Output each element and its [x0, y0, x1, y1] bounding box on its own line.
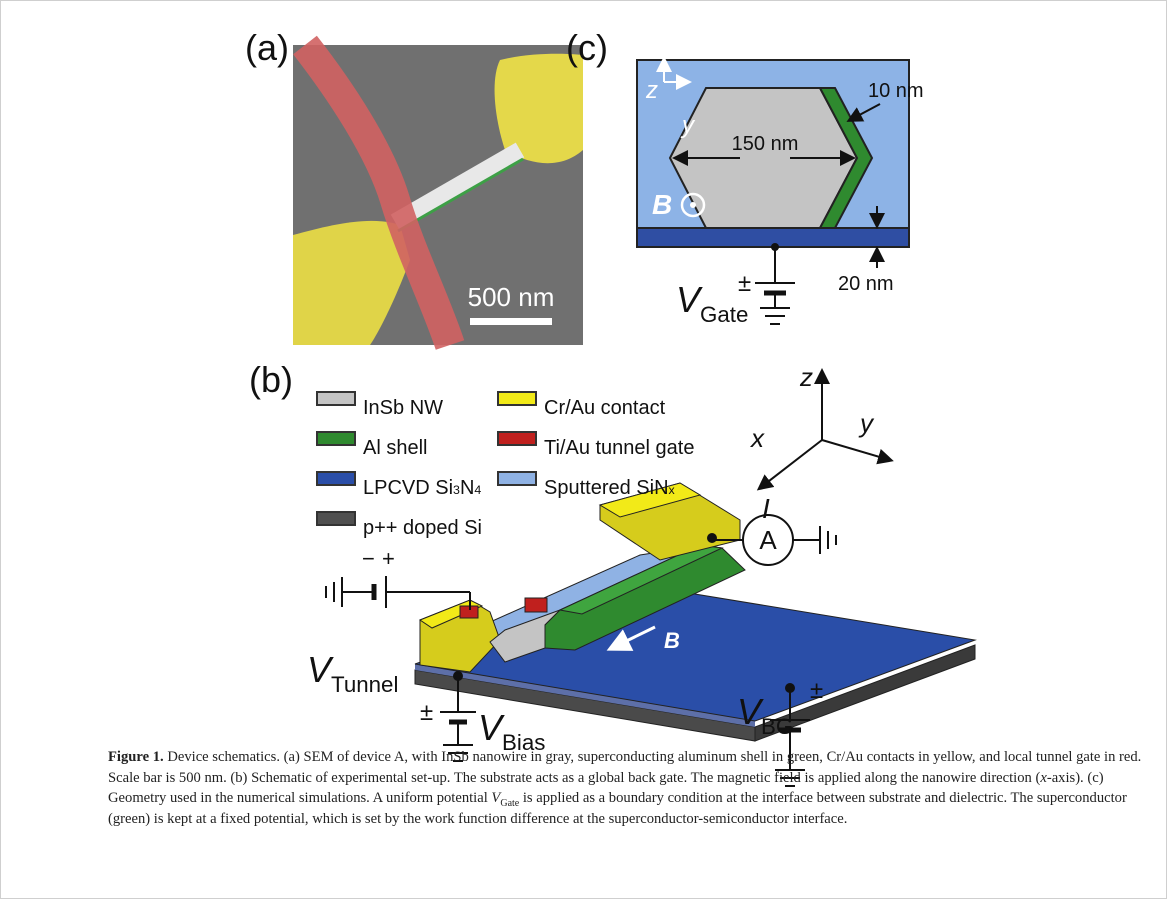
axis-label: z [645, 77, 658, 104]
legend-label: p++ doped Si [363, 517, 482, 539]
caption-italic: V [491, 790, 500, 806]
dimension-label: 10 nm [868, 80, 924, 102]
axis-label: x [749, 423, 765, 453]
axis-label: y [680, 112, 696, 139]
polarity-label: ± [810, 677, 823, 704]
current-label: I [762, 493, 770, 524]
field-label: B [652, 189, 672, 220]
legend-label: Al shell [363, 437, 427, 459]
legend-label: Cr/Au contact [544, 397, 666, 419]
text-run: LPCVD Si [363, 477, 453, 499]
text-run: InSb NW [363, 397, 443, 419]
text-run: Al shell [363, 437, 427, 459]
legend-label: Ti/Au tunnel gate [544, 437, 694, 459]
subscript: x [669, 483, 676, 497]
subscript: Tunnel [331, 672, 398, 697]
caption-heading: Figure 1. [108, 749, 164, 765]
polarity-label: − [362, 546, 375, 571]
italic-run: V [307, 649, 334, 690]
legend-swatch [498, 472, 536, 485]
ammeter-label: A [759, 525, 777, 555]
subscript: Gate [700, 302, 748, 327]
text-run: Ti/Au tunnel gate [544, 437, 694, 459]
axis-label: z [799, 362, 813, 392]
subscript: 4 [474, 483, 481, 497]
legend-swatch [317, 392, 355, 405]
field-label: B [664, 628, 680, 653]
tunnel-label: VTunnel [307, 649, 398, 697]
panel-label: (b) [249, 359, 293, 400]
legend-swatch [317, 472, 355, 485]
polarity-label: ± [420, 699, 433, 726]
legend-swatch [317, 512, 355, 525]
legend-label: InSb NW [363, 397, 443, 419]
page: InSb NW Cr/Au contact Al shell Ti/Au tunnel… [0, 0, 1168, 899]
legend-swatch [498, 432, 536, 445]
dimension-label: 150 nm [732, 133, 799, 155]
caption-text: Device schematics. (a) SEM of device A, … [108, 749, 1141, 786]
text-run: Sputtered SiN [544, 477, 669, 499]
text-run: p++ doped Si [363, 517, 482, 539]
polarity-label: ± [738, 270, 751, 297]
axis-label: y [858, 408, 875, 438]
italic-run: V [737, 691, 764, 732]
legend-label: Sputtered SiNx [544, 477, 676, 499]
text-run: Cr/Au contact [544, 397, 666, 419]
figure-caption: Figure 1. Device schematics. (a) SEM of … [108, 747, 1148, 829]
legend-swatch [317, 432, 355, 445]
legend-swatch [498, 392, 536, 405]
text-run: N [460, 477, 474, 499]
italic-run: V [676, 279, 703, 320]
subscript: BG [761, 714, 793, 739]
caption-subscript: Gate [500, 798, 519, 809]
italic-run: V [478, 707, 505, 748]
panel-label: (c) [566, 27, 608, 68]
legend-label: LPCVD Si3N4 [363, 477, 481, 499]
polarity-label: + [382, 546, 395, 571]
panel-label: (a) [245, 27, 289, 68]
device-schematic [415, 483, 975, 741]
scale-bar-label: 500 nm [468, 282, 555, 312]
dimension-label: 20 nm [838, 273, 894, 295]
